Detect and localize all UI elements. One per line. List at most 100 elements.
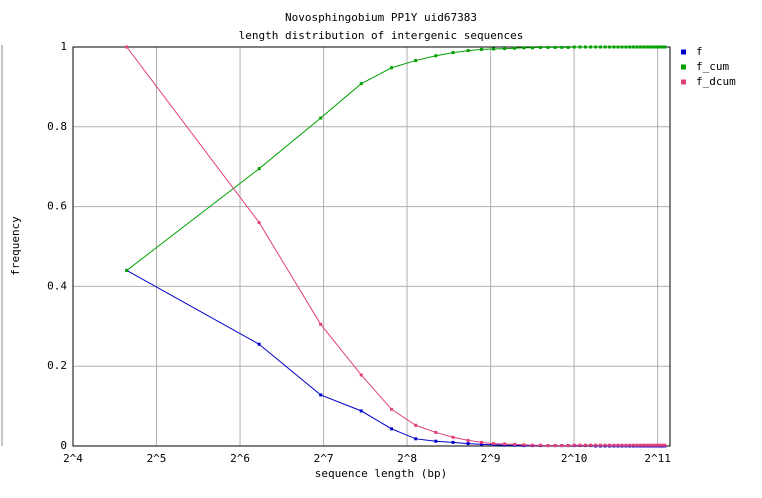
data-point	[359, 82, 363, 86]
x-axis-label: sequence length (bp)	[315, 467, 447, 480]
data-point	[628, 45, 632, 49]
data-point	[522, 443, 526, 447]
data-point	[546, 444, 550, 448]
data-point	[645, 443, 649, 447]
data-point	[572, 45, 576, 49]
data-point	[620, 45, 624, 49]
series-line	[126, 46, 665, 271]
legend-marker	[681, 49, 686, 55]
data-point	[598, 45, 602, 49]
data-point	[635, 443, 639, 447]
legend-label: f	[696, 45, 703, 58]
x-tick-label: 2^5	[147, 452, 167, 465]
data-point	[648, 443, 652, 447]
data-point	[663, 45, 667, 49]
data-point	[359, 373, 363, 377]
data-point	[642, 443, 646, 447]
data-point	[578, 45, 582, 49]
data-point	[645, 45, 649, 49]
data-point	[319, 116, 323, 120]
data-point	[589, 45, 593, 49]
x-tick-label: 2^8	[397, 452, 417, 465]
legend-label: f_cum	[696, 60, 729, 73]
data-point	[624, 45, 628, 49]
data-point	[125, 268, 129, 272]
data-point	[616, 45, 620, 49]
data-point	[390, 66, 394, 70]
data-point	[466, 442, 470, 446]
data-point	[414, 423, 418, 427]
x-tick-label: 2^10	[561, 452, 588, 465]
y-tick-label: 0.6	[47, 200, 67, 213]
data-point	[553, 45, 557, 49]
data-point	[657, 443, 661, 447]
data-point	[480, 442, 484, 446]
data-point	[638, 45, 642, 49]
data-point	[612, 443, 616, 447]
data-point	[651, 45, 655, 49]
data-point	[616, 443, 620, 447]
data-point	[663, 443, 667, 447]
data-point	[513, 442, 517, 446]
y-tick-label: 0.8	[47, 120, 67, 133]
y-axis-label: frequency	[9, 216, 22, 276]
chart-title: Novosphingobium PP1Y uid67383	[285, 11, 477, 24]
data-point	[620, 443, 624, 447]
data-point	[654, 443, 658, 447]
data-point	[624, 443, 628, 447]
legend-label: f_dcum	[696, 75, 736, 88]
data-point	[654, 45, 658, 49]
data-point	[480, 47, 484, 51]
data-point	[572, 443, 576, 447]
data-point	[513, 46, 517, 50]
data-point	[125, 45, 129, 49]
data-point	[503, 47, 507, 51]
data-point	[522, 46, 526, 50]
x-tick-label: 2^11	[644, 452, 671, 465]
data-point	[319, 393, 323, 397]
data-point	[603, 443, 607, 447]
data-point	[583, 45, 587, 49]
data-point	[660, 443, 664, 447]
x-tick-label: 2^6	[230, 452, 250, 465]
data-point	[539, 443, 543, 447]
data-point	[594, 45, 598, 49]
plot-frame	[72, 46, 671, 447]
data-point	[451, 51, 455, 55]
data-point	[566, 444, 570, 448]
data-point	[553, 444, 557, 448]
data-point	[492, 47, 496, 51]
data-point	[390, 407, 394, 411]
legend-marker	[681, 64, 686, 70]
y-tick-label: 1	[60, 40, 67, 53]
data-point	[583, 443, 587, 447]
y-tick-label: 0.2	[47, 359, 67, 372]
data-point	[451, 435, 455, 439]
data-point	[638, 443, 642, 447]
data-point	[628, 443, 632, 447]
data-point	[657, 45, 661, 49]
x-tick-label: 2^4	[63, 452, 83, 465]
data-point	[257, 342, 261, 346]
series-line	[126, 46, 665, 447]
data-point	[594, 443, 598, 447]
data-point	[359, 409, 363, 413]
data-point	[257, 167, 261, 171]
y-tick-label: 0	[60, 439, 67, 452]
data-point	[434, 430, 438, 434]
data-point	[608, 45, 612, 49]
data-point	[566, 45, 570, 49]
data-point	[390, 427, 394, 431]
data-point	[492, 442, 496, 446]
series-line	[126, 270, 665, 447]
chart-subtitle: length distribution of intergenic sequen…	[239, 29, 524, 42]
data-point	[546, 45, 550, 49]
data-point	[539, 45, 543, 49]
data-point	[608, 443, 612, 447]
data-point	[503, 442, 507, 446]
legend-marker	[681, 79, 686, 85]
data-point	[560, 45, 564, 49]
data-point	[319, 322, 323, 326]
data-point	[530, 46, 534, 50]
data-point	[631, 443, 635, 447]
